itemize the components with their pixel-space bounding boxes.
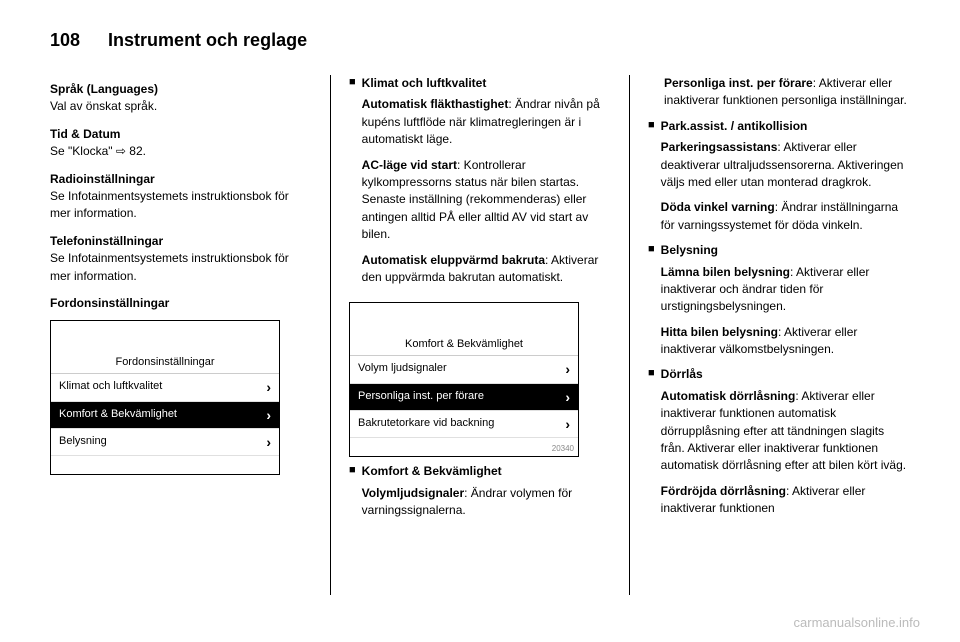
- section-languages-title: Språk (Languages): [50, 81, 312, 98]
- comfort-screen: Komfort & Bekvämlighet Volym ljudsignale…: [349, 302, 579, 457]
- climate-rear-text: Automatisk eluppvärmd bakruta: Aktiverar…: [362, 252, 611, 287]
- find-lighting-text: Hitta bilen belysning: Aktiverar eller i…: [661, 324, 910, 359]
- screen2-row: Personliga inst. per förare ›: [350, 384, 578, 411]
- screen2-row-label: Bakrutetorkare vid backning: [358, 416, 494, 432]
- bullet-lighting: ■ Belysning Lämna bilen belysning: Aktiv…: [648, 242, 910, 366]
- screen-image-id: 20340: [552, 443, 574, 455]
- bullet-climate-title: Klimat och luftkvalitet: [362, 76, 487, 90]
- screen1-title: Fordonsinställningar: [51, 351, 279, 374]
- chevron-right-icon: ›: [565, 387, 570, 407]
- climate-fan-text: Automatisk fläkthastighet: Ändrar nivån …: [362, 96, 611, 148]
- bullet-icon: ■: [349, 463, 356, 527]
- delayed-doorlock-text: Fördröjda dörrlåsning: Aktiverar eller i…: [661, 483, 910, 518]
- column-3: Personliga inst. per förare: Aktiverar e…: [629, 75, 910, 595]
- blindspot-text: Döda vinkel varning: Ändrar inställninga…: [661, 199, 910, 234]
- section-time-title: Tid & Datum: [50, 126, 312, 143]
- chevron-right-icon: ›: [266, 432, 271, 452]
- page-number: 108: [50, 30, 80, 51]
- bullet-parkassist: ■ Park.assist. / antikollision Parkering…: [648, 118, 910, 242]
- screen1-row: Belysning ›: [51, 429, 279, 456]
- section-radio-title: Radioinställningar: [50, 171, 312, 188]
- screen1-row-label: Klimat och luftkvalitet: [59, 379, 162, 395]
- bullet-icon: ■: [648, 242, 655, 366]
- section-time-text: Se "Klocka" ⇨ 82.: [50, 143, 312, 160]
- personal-settings-text: Personliga inst. per förare: Aktiverar e…: [664, 75, 910, 110]
- screen2-title: Komfort & Bekvämlighet: [350, 333, 578, 356]
- column-1: Språk (Languages) Val av önskat språk. T…: [50, 75, 330, 595]
- section-phone-title: Telefoninställningar: [50, 233, 312, 250]
- chevron-right-icon: ›: [565, 359, 570, 379]
- chevron-right-icon: ›: [266, 377, 271, 397]
- screen1-row-label: Belysning: [59, 434, 107, 450]
- bullet-doorlock-title: Dörrlås: [661, 367, 703, 381]
- section-vehicle-title: Fordonsinställningar: [50, 295, 312, 312]
- parkassist-text: Parkeringsassistans: Aktiverar eller dea…: [661, 139, 910, 191]
- screen2-row: Bakrutetorkare vid backning ›: [350, 411, 578, 438]
- bullet-climate: ■ Klimat och luftkvalitet Automatisk flä…: [349, 75, 611, 294]
- leave-lighting-text: Lämna bilen belysning: Aktiverar eller i…: [661, 264, 910, 316]
- bullet-comfort-title: Komfort & Bekvämlighet: [362, 464, 502, 478]
- column-2: ■ Klimat och luftkvalitet Automatisk flä…: [330, 75, 629, 595]
- bullet-lighting-title: Belysning: [661, 243, 718, 257]
- bullet-parkassist-title: Park.assist. / antikollision: [661, 119, 808, 133]
- bullet-icon: ■: [648, 118, 655, 242]
- vehicle-settings-screen: Fordonsinställningar Klimat och luftkval…: [50, 320, 280, 475]
- bullet-doorlock: ■ Dörrlås Automatisk dörrlåsning: Aktive…: [648, 366, 910, 525]
- section-languages-text: Val av önskat språk.: [50, 98, 312, 115]
- auto-doorlock-text: Automatisk dörrlåsning: Aktiverar eller …: [661, 388, 910, 475]
- section-radio-text: Se Infotainmentsystemets instruktionsbok…: [50, 188, 312, 223]
- screen2-row-label: Volym ljudsignaler: [358, 361, 447, 377]
- watermark: carmanualsonline.info: [794, 615, 920, 630]
- page-title: Instrument och reglage: [108, 30, 307, 51]
- comfort-volume-text: Volymljudsignaler: Ändrar volymen för va…: [362, 485, 611, 520]
- bullet-icon: ■: [648, 366, 655, 525]
- screen1-row: Komfort & Bekvämlighet ›: [51, 402, 279, 429]
- screen2-row: Volym ljudsignaler ›: [350, 356, 578, 383]
- content-columns: Språk (Languages) Val av önskat språk. T…: [50, 75, 910, 595]
- screen1-row-label: Komfort & Bekvämlighet: [59, 407, 177, 423]
- page-header: 108 Instrument och reglage: [50, 30, 910, 51]
- climate-ac-text: AC-läge vid start: Kontrollerar kylkompr…: [362, 157, 611, 244]
- section-phone-text: Se Infotainmentsystemets instruktionsbok…: [50, 250, 312, 285]
- chevron-right-icon: ›: [266, 405, 271, 425]
- chevron-right-icon: ›: [565, 414, 570, 434]
- bullet-comfort: ■ Komfort & Bekvämlighet Volymljudsignal…: [349, 463, 611, 527]
- screen2-row-label: Personliga inst. per förare: [358, 389, 484, 405]
- bullet-icon: ■: [349, 75, 356, 294]
- screen1-row: Klimat och luftkvalitet ›: [51, 374, 279, 401]
